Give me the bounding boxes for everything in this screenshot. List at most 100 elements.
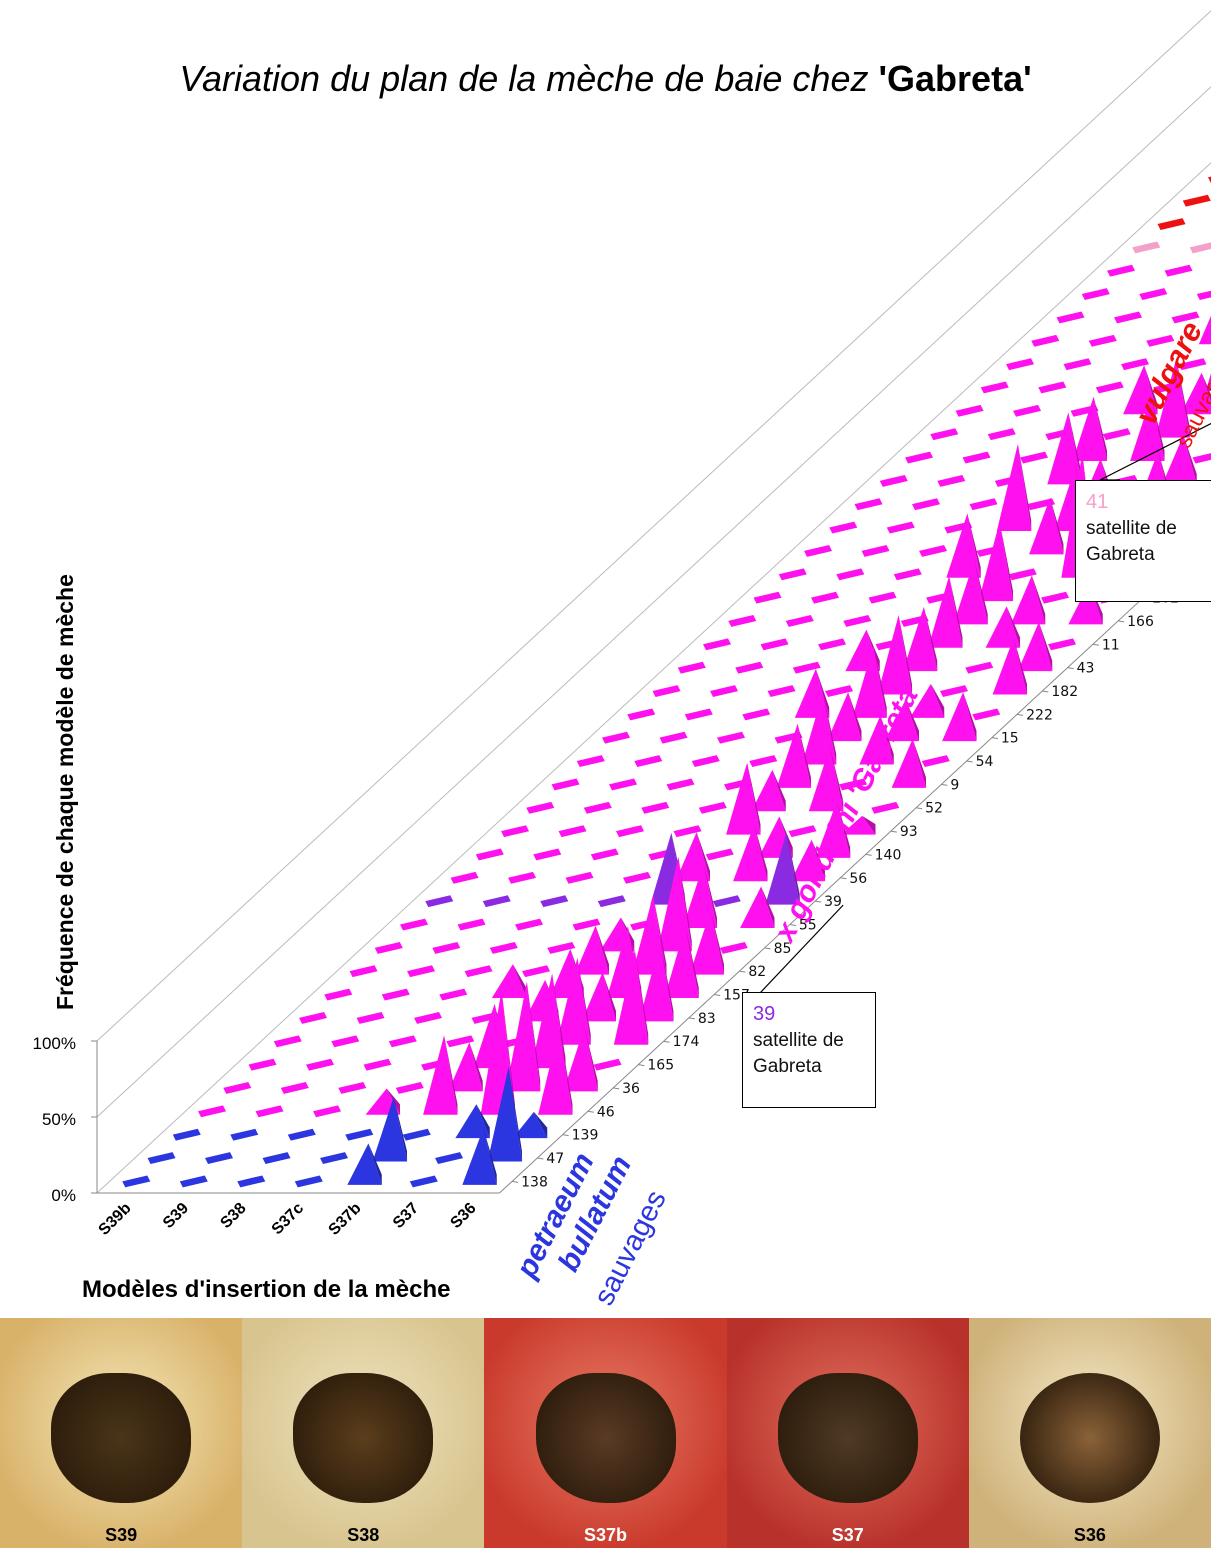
bar-222-S39 [684, 708, 713, 721]
sample-tick-mark [537, 1157, 544, 1160]
sample-label-11: 11 [1102, 637, 1120, 653]
bar-80-S37c [1047, 412, 1082, 485]
bar-43-S36 [1017, 622, 1053, 672]
sample-tick-mark [688, 1017, 695, 1020]
bar-9-S36 [891, 738, 927, 788]
bar-52-S37b [751, 769, 786, 812]
bar-5-S37b [1029, 497, 1064, 555]
bar-15-S37b [827, 692, 862, 742]
bar-138-S36 [462, 1128, 497, 1185]
bar-148-S39b [1182, 194, 1211, 207]
bar-138-S38 [237, 1175, 266, 1188]
bar-171-S38 [969, 498, 998, 511]
gridline-100 [96, 10, 1211, 1042]
bar-93-S37c [673, 825, 702, 838]
bar-171-S39b [854, 498, 883, 511]
x-tick-S38: S38 [217, 1200, 249, 1232]
bar-83-S39 [356, 1012, 385, 1024]
photo-s38: S38 [242, 1318, 485, 1548]
bar-202-S37 [1041, 591, 1070, 604]
bar-39-S36 [765, 832, 800, 905]
bar-9-S38 [666, 778, 695, 791]
sample-label-56: 56 [849, 871, 867, 887]
bar-83-S39b [299, 1012, 328, 1024]
bar-93-S38 [616, 825, 645, 838]
bar-55-S39b [400, 918, 429, 931]
bar-36-S36 [563, 1027, 598, 1092]
bar-9-S37b [776, 723, 812, 788]
bar-16-S37b [1130, 396, 1165, 461]
bar-55-S39 [457, 918, 486, 931]
bar-95-S38 [1146, 334, 1175, 347]
bar-52-S39b [526, 801, 555, 814]
sample-tick-mark [587, 1110, 594, 1113]
bar-139-S37 [455, 1104, 490, 1139]
bar-36-S39b [223, 1082, 252, 1094]
bar-85-S38 [489, 941, 518, 954]
sample-label-9: 9 [950, 777, 959, 793]
callout-41: 41 satellite de Gabreta [1075, 480, 1211, 602]
bar-85-S39 [432, 941, 461, 954]
bar-80-S39b [879, 474, 908, 487]
bar-138-S39 [179, 1175, 208, 1188]
bar-56-S38 [565, 871, 594, 884]
sample-tick-mark [1092, 643, 1099, 646]
sample-tick-mark [1118, 620, 1125, 623]
bar-41-S39b [1132, 241, 1161, 254]
bar-56-S37 [733, 824, 768, 882]
bar-86-S39b [1081, 288, 1110, 301]
bar-182-S37b [877, 614, 913, 695]
bar-174-S38 [388, 1035, 417, 1048]
bar-86-S39 [1139, 288, 1168, 301]
bar-96-S39 [1114, 311, 1143, 324]
berry-wick-photo [51, 1372, 192, 1503]
bar-36-S37b [448, 1042, 483, 1092]
bar-174-S37 [556, 957, 591, 1045]
bar-222-S37 [909, 683, 945, 718]
bar-47-S39b [147, 1152, 176, 1164]
bar-52-S39 [583, 801, 612, 814]
bar-83-S36 [639, 941, 674, 1022]
bar-174-S36 [613, 950, 649, 1045]
x-tick-S39b: S39b [96, 1200, 135, 1239]
bar-55-S38 [515, 918, 544, 931]
x-tick-S37b: S37b [326, 1200, 365, 1239]
bar-39-S37c [597, 895, 626, 908]
sample-label-46: 46 [597, 1104, 615, 1120]
bar-82-S36 [689, 910, 725, 975]
sample-label-54: 54 [976, 754, 994, 770]
sample-label-138: 138 [521, 1174, 548, 1190]
bar-11-S39b [703, 638, 732, 651]
bar-15-S36 [942, 692, 977, 742]
bar-43-S38 [792, 661, 821, 674]
bar-50-S39 [836, 568, 865, 581]
bar-16-S38 [1020, 451, 1049, 464]
bar-225-S37b [1155, 358, 1190, 438]
sample-label-165: 165 [647, 1058, 674, 1074]
bar-95-S39 [1088, 334, 1117, 347]
bar-182-S38 [767, 685, 796, 697]
bar-50-S38 [893, 568, 922, 581]
bar-139-S38 [287, 1128, 316, 1141]
bar-171-S37c [1027, 498, 1056, 511]
bar-182-S36 [992, 637, 1028, 695]
y-tick-0: 0% [51, 1186, 76, 1205]
bar-140-S38 [590, 848, 619, 861]
photo-caption: S38 [347, 1525, 380, 1545]
bar-139-S37c [345, 1128, 374, 1141]
bar-222-S39b [627, 708, 656, 721]
bar-93-S39b [501, 825, 530, 838]
bar-93-S37b [726, 762, 761, 835]
bar-182-S37c [825, 685, 854, 697]
bar-47-S39 [205, 1152, 234, 1164]
bar-140-S39b [475, 848, 504, 861]
bar-139-S39 [230, 1128, 259, 1141]
callout-39-line2: Gabreta [753, 1056, 822, 1077]
bar-139-S37b [402, 1128, 431, 1141]
bar-54-S37 [859, 715, 894, 765]
bar-52-S38 [641, 801, 670, 814]
bar-202-S39b [753, 591, 782, 604]
x-tick-S39: S39 [160, 1200, 192, 1232]
bar-166-S37b [953, 560, 988, 625]
sample-tick-mark [966, 760, 973, 763]
